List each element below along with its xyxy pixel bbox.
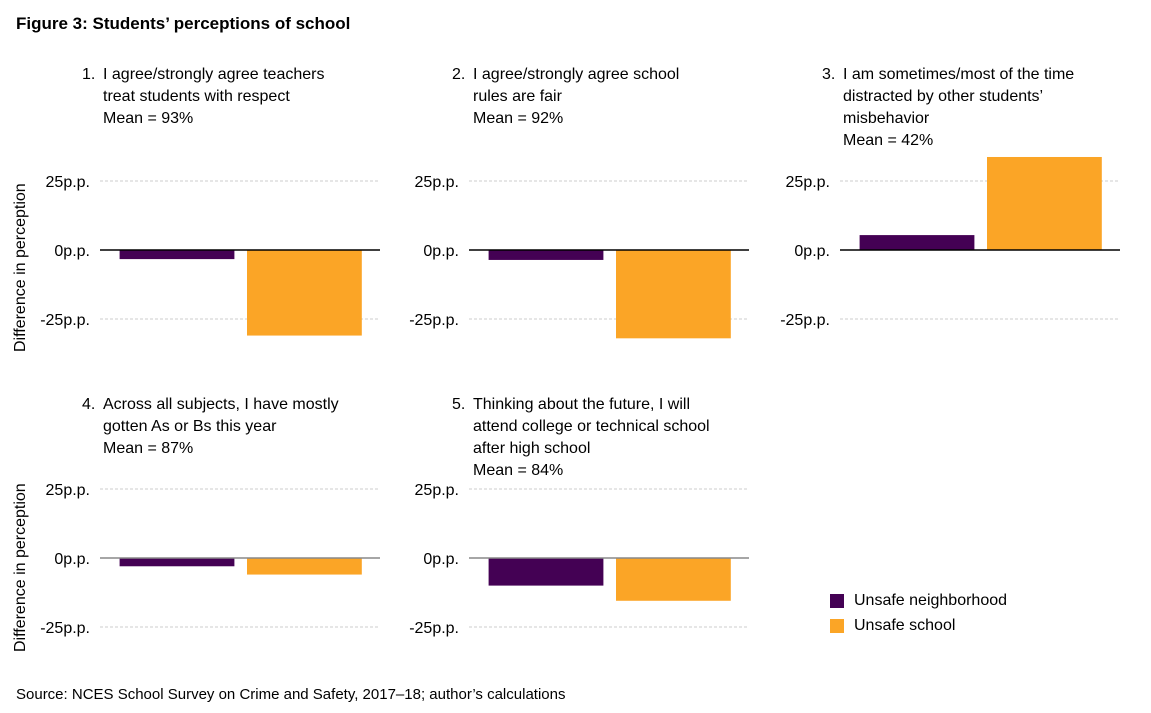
panel-4-bar-unsafe-neighborhood: [119, 558, 235, 567]
panel-1-y-tick-label: -25p.p.: [40, 312, 90, 329]
legend-item-unsafe-school: Unsafe school: [830, 613, 1007, 638]
legend-swatch-unsafe-school: [830, 618, 844, 633]
panel-1-y-tick-label: 25p.p.: [46, 174, 90, 191]
panel-1-text: I agree/strongly agree teachers treat st…: [103, 66, 325, 127]
panel-3-y-tick-label: 0p.p.: [794, 243, 830, 260]
panel-4-text: Across all subjects, I have mostly gotte…: [103, 396, 339, 457]
legend: Unsafe neighborhood Unsafe school: [830, 588, 1007, 638]
panel-5-y-tick-label: 0p.p.: [423, 551, 459, 568]
panel-2-number: 2.: [452, 66, 466, 83]
panel-4-y-tick-label: 0p.p.: [54, 551, 90, 568]
panel-4-y-tick-label: -25p.p.: [40, 620, 90, 637]
panel-2-title: 2. I agree/strongly agree school rules a…: [452, 64, 679, 130]
panel-2-y-tick-label: -25p.p.: [409, 312, 459, 329]
panel-1-number: 1.: [82, 66, 96, 83]
panel-5-y-tick-label: -25p.p.: [409, 620, 459, 637]
panel-5-text: Thinking about the future, I will attend…: [473, 396, 710, 479]
panel-5-y-tick-label: 25p.p.: [415, 482, 459, 499]
panel-4-number: 4.: [82, 396, 96, 413]
panel-3-bar-unsafe-school: [987, 156, 1102, 250]
panel-1-bar-unsafe-school: [247, 250, 362, 336]
legend-label-unsafe-neighborhood: Unsafe neighborhood: [854, 591, 1008, 609]
panel-1-y-tick-label: 0p.p.: [54, 243, 90, 260]
panel-2-text: I agree/strongly agree school rules are …: [473, 66, 680, 127]
panel-2-y-tick-label: 25p.p.: [415, 174, 459, 191]
panel-3-y-tick-label: 25p.p.: [786, 174, 830, 191]
panel-3-text: I am sometimes/most of the time distract…: [843, 66, 1075, 149]
panel-5-bar-unsafe-school: [616, 558, 731, 601]
panel-5-bar-unsafe-neighborhood: [488, 558, 604, 586]
source-note: Source: NCES School Survey on Crime and …: [16, 686, 566, 703]
panel-5-title: 5. Thinking about the future, I will att…: [452, 394, 710, 482]
panel-3-title: 3. I am sometimes/most of the time distr…: [822, 64, 1074, 152]
panel-4-title: 4. Across all subjects, I have mostly go…: [82, 394, 339, 460]
panel-3-number: 3.: [822, 66, 836, 83]
panel-2-bar-unsafe-school: [616, 250, 731, 339]
figure-title: Figure 3: Students’ perceptions of schoo…: [16, 14, 351, 33]
panel-3-y-tick-label: -25p.p.: [780, 312, 830, 329]
legend-swatch-unsafe-neighborhood: [830, 593, 844, 608]
panel-2-y-tick-label: 0p.p.: [423, 243, 459, 260]
legend-item-unsafe-neighborhood: Unsafe neighborhood: [830, 588, 1007, 613]
panel-1-bar-unsafe-neighborhood: [119, 250, 235, 260]
panel-3-bar-unsafe-neighborhood: [859, 235, 975, 250]
panel-5-number: 5.: [452, 396, 466, 413]
legend-label-unsafe-school: Unsafe school: [854, 616, 956, 634]
panel-1-title: 1. I agree/strongly agree teachers treat…: [82, 64, 324, 130]
panel-4-bar-unsafe-school: [247, 558, 362, 575]
panel-2-bar-unsafe-neighborhood: [488, 250, 604, 260]
panel-4-y-tick-label: 25p.p.: [46, 482, 90, 499]
